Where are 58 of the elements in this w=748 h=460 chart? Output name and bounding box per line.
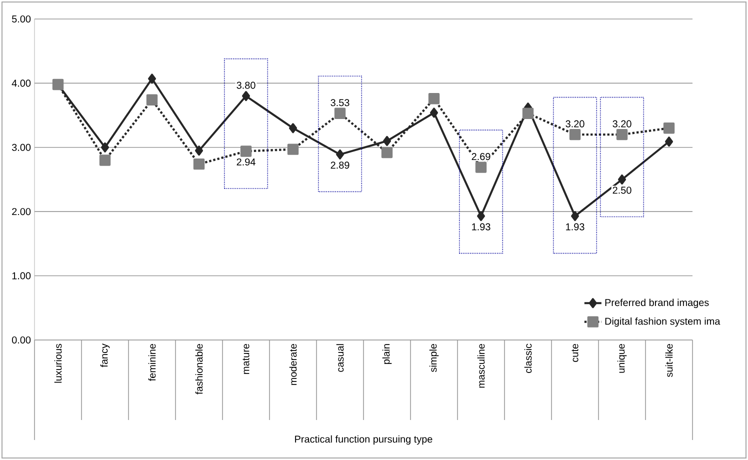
point <box>571 211 580 222</box>
data-label: 1.93 <box>566 223 584 230</box>
data-label: 2.89 <box>330 162 350 169</box>
point <box>242 91 250 102</box>
x-tick-label: plain <box>382 344 392 364</box>
point <box>616 128 628 140</box>
data-label: 3.80 <box>236 82 256 89</box>
x-tick-label: casual <box>336 344 344 372</box>
y-tick-label: 0.00 <box>12 336 31 344</box>
y-tick-label: 4.00 <box>12 80 31 87</box>
y-tick-label: 1.00 <box>12 272 31 280</box>
data-label: 3.20 <box>566 120 584 128</box>
point <box>195 146 204 156</box>
point <box>477 211 486 222</box>
x-axis-title: Practical function pursuing type <box>295 435 432 445</box>
point <box>146 94 158 106</box>
data-label: 1.93 <box>472 223 490 230</box>
point <box>428 93 440 104</box>
point <box>618 174 626 184</box>
x-tick-label: masculine <box>477 344 485 388</box>
x-tick-label: luxurious <box>54 344 62 383</box>
x-tick-label: fashionable <box>195 344 203 394</box>
point <box>569 128 581 140</box>
x-tick-label: cute <box>572 344 578 362</box>
point <box>475 162 487 173</box>
point <box>381 146 393 158</box>
point <box>287 144 299 155</box>
x-tick-label: fancy <box>100 344 110 368</box>
point <box>663 122 675 134</box>
point <box>334 108 346 119</box>
y-tick-label: 5.00 <box>12 15 31 23</box>
legend-label: Digital fashion system ima <box>605 317 720 327</box>
point <box>148 74 156 84</box>
data-label: 2.50 <box>612 186 632 194</box>
point <box>240 146 252 157</box>
y-tick-label: 2.00 <box>12 208 31 216</box>
x-tick-label: classic <box>524 344 532 373</box>
x-tick-label: suit-like <box>665 344 673 377</box>
point <box>522 108 534 119</box>
y-tick-label: 3.00 <box>12 144 31 151</box>
point <box>101 142 110 152</box>
x-tick-label: moderate <box>289 344 297 385</box>
point <box>383 136 392 146</box>
point <box>430 108 438 118</box>
point <box>99 154 111 166</box>
x-tick-label: unique <box>617 344 627 373</box>
data-label: 3.20 <box>612 120 632 128</box>
legend-label: Preferred brand images <box>605 298 709 308</box>
x-tick-label: feminine <box>148 344 156 382</box>
point <box>193 158 205 170</box>
point <box>665 136 674 147</box>
data-label: 2.69 <box>472 153 490 160</box>
point <box>336 149 344 160</box>
data-label: 3.53 <box>330 99 350 106</box>
x-tick-label: mature <box>242 344 250 374</box>
point <box>289 123 298 134</box>
data-label: 2.94 <box>236 158 256 166</box>
x-tick-label: simple <box>429 344 439 372</box>
